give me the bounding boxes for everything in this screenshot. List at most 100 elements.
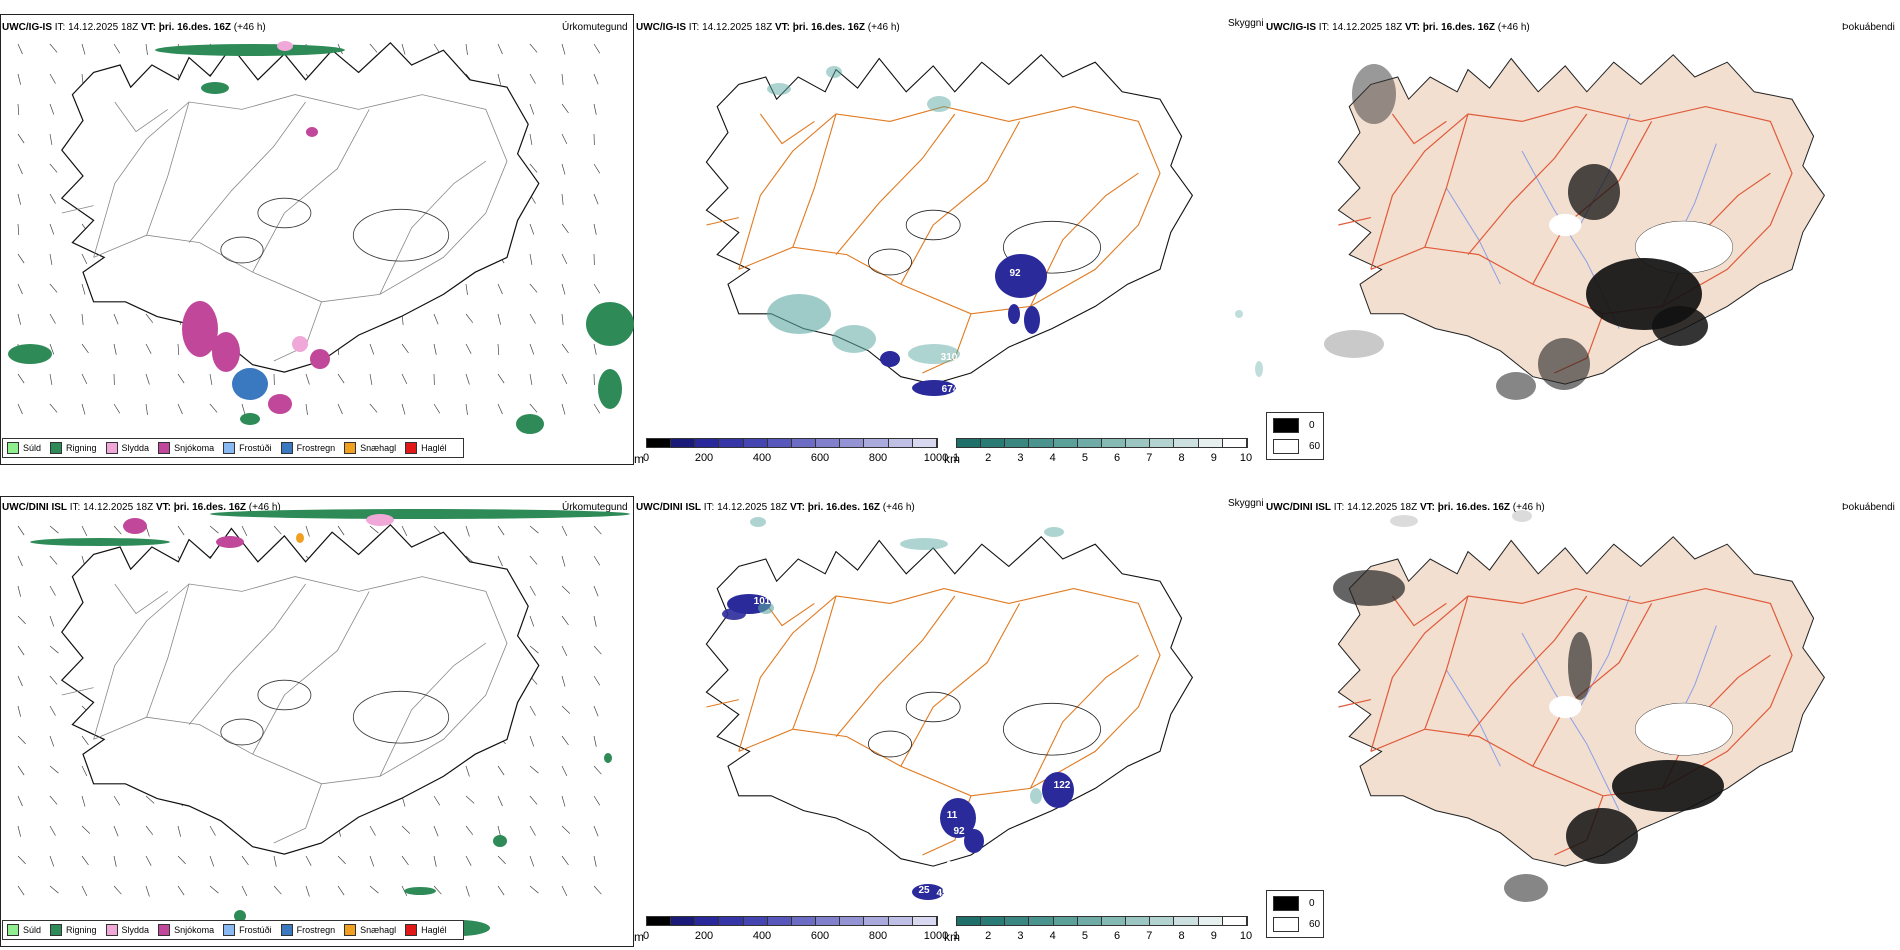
wind-barb bbox=[401, 373, 408, 385]
wind-barb bbox=[81, 43, 86, 55]
colorbar-cell bbox=[743, 917, 768, 925]
wind-barb bbox=[49, 585, 56, 596]
wind-barb bbox=[593, 705, 599, 717]
wind-barb bbox=[17, 885, 25, 896]
low-ceiling-area bbox=[1008, 304, 1020, 324]
wind-barb bbox=[49, 343, 55, 355]
ceiling-value-label: 12 bbox=[890, 382, 902, 393]
wind-barb bbox=[177, 403, 183, 415]
wind-barb bbox=[529, 765, 539, 774]
wind-barb bbox=[49, 705, 56, 716]
visibility-panel: UWC/IG-IS IT: 14.12.2025 18Z VT: þri. 16… bbox=[634, 14, 1324, 466]
wind-barb bbox=[177, 373, 185, 384]
low-ceiling-area bbox=[912, 380, 956, 396]
colorbar-cell bbox=[647, 439, 672, 447]
road-line bbox=[1338, 699, 1371, 708]
wind-barb bbox=[529, 283, 538, 293]
wind-barb bbox=[49, 735, 55, 747]
fog-map-1 bbox=[1324, 54, 1825, 400]
wind-barb bbox=[497, 403, 503, 415]
wind-barb bbox=[49, 765, 59, 774]
wind-barb bbox=[17, 765, 25, 776]
wind-barb bbox=[17, 223, 20, 235]
wind-barb bbox=[497, 373, 505, 384]
legend-swatch bbox=[158, 442, 171, 454]
wind-barb bbox=[17, 73, 22, 85]
wind-barb bbox=[529, 585, 536, 596]
rain-area bbox=[516, 414, 544, 434]
road-line bbox=[1338, 217, 1371, 226]
wind-barb bbox=[81, 283, 86, 295]
wind-barb bbox=[529, 343, 535, 355]
wind-barb bbox=[433, 855, 437, 867]
colorbar-cell bbox=[981, 917, 1006, 925]
wind-barb bbox=[561, 795, 566, 807]
wind-barb bbox=[81, 525, 88, 537]
wind-barb bbox=[561, 585, 571, 594]
precip-legend: Súld Rigning Slydda Snjókoma Frostúði Frostre… bbox=[2, 438, 464, 458]
glacier-outline bbox=[257, 197, 312, 229]
colorbar-cell bbox=[1077, 917, 1102, 925]
legend-swatch bbox=[223, 924, 236, 936]
wind-barb bbox=[49, 283, 58, 293]
colorbar-cell bbox=[888, 917, 913, 925]
road-line bbox=[146, 101, 190, 236]
rain-area bbox=[30, 538, 170, 546]
wind-barb bbox=[465, 525, 470, 537]
wind-barb bbox=[465, 825, 474, 835]
wind-barb bbox=[561, 193, 564, 205]
wind-barb bbox=[305, 373, 310, 385]
wind-barb bbox=[17, 705, 22, 717]
wind-barb bbox=[561, 885, 568, 897]
colorbar-cell bbox=[791, 917, 817, 925]
iceland-outline bbox=[1337, 54, 1825, 385]
ceiling-value-label: 122 bbox=[1054, 780, 1071, 791]
ceiling-value-label: 674 bbox=[942, 384, 959, 395]
wind-barb bbox=[49, 825, 56, 836]
wind-barb bbox=[113, 825, 119, 837]
road-line bbox=[1391, 595, 1447, 627]
panel-title: Þokuábendi bbox=[1842, 22, 1895, 33]
wind-barb bbox=[369, 525, 379, 534]
colorbar-cell bbox=[888, 439, 913, 447]
precip-legend-item: Súld bbox=[7, 924, 41, 936]
rain-area bbox=[404, 887, 436, 895]
wind-barb bbox=[465, 765, 470, 777]
visibility-panel: UWC/DINI ISL IT: 14.12.2025 18Z VT: þri.… bbox=[634, 496, 1324, 946]
wind-barb bbox=[81, 253, 88, 265]
low-visibility-area bbox=[1030, 788, 1042, 804]
wind-barb bbox=[145, 825, 154, 835]
colorbar-cell bbox=[840, 917, 865, 925]
precip-legend-item: Súld bbox=[7, 442, 41, 454]
precip-legend-item: Frostregn bbox=[280, 442, 335, 454]
low-visibility-area bbox=[900, 538, 948, 550]
colorbar-cell bbox=[816, 917, 841, 925]
colorbar-cell bbox=[912, 917, 937, 925]
colorbar-tick: 200 bbox=[694, 930, 714, 942]
low-ceiling-area bbox=[912, 884, 944, 900]
colorbar-cell bbox=[1150, 917, 1175, 925]
wind-barb bbox=[561, 855, 569, 866]
road-line bbox=[273, 783, 322, 844]
low-ceiling-area bbox=[880, 351, 900, 367]
wind-barb bbox=[81, 343, 89, 354]
glacier-outline bbox=[220, 236, 264, 264]
road-line bbox=[114, 583, 169, 615]
wind-barb bbox=[593, 765, 602, 775]
low-visibility-area bbox=[826, 66, 842, 78]
river-line bbox=[1445, 669, 1501, 767]
low-visibility-area bbox=[1235, 310, 1243, 318]
colorbar-cell bbox=[1222, 439, 1247, 447]
wind-barb bbox=[497, 313, 502, 325]
wind-barb bbox=[17, 313, 22, 325]
colorbar-tick: 5 bbox=[1081, 452, 1088, 464]
wind-barb bbox=[497, 795, 503, 807]
wind-barb bbox=[49, 313, 56, 324]
colorbar-cell bbox=[1126, 439, 1151, 447]
precip-map-2 bbox=[17, 509, 630, 936]
wind-barb bbox=[497, 855, 506, 865]
wind-barb bbox=[529, 403, 538, 413]
freezing-rain-area bbox=[232, 368, 268, 400]
wind-barb bbox=[593, 555, 601, 566]
colorbar-tick: 10 bbox=[1239, 452, 1253, 464]
